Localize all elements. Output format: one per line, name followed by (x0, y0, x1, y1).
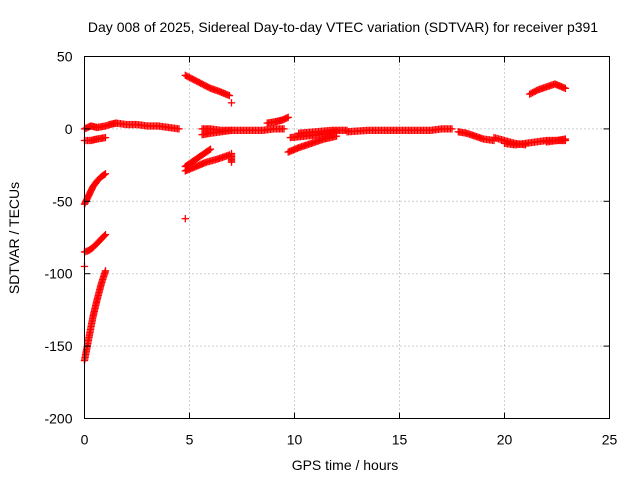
data-point (80, 336, 93, 365)
x-tick-label: 20 (497, 432, 513, 448)
series-s10 (181, 215, 189, 223)
y-tick-label: -200 (44, 411, 72, 427)
series-s05 (80, 119, 120, 133)
grid-layer (84, 56, 610, 419)
x-tick-label: 5 (186, 432, 194, 448)
data-point (93, 174, 104, 185)
data-point (364, 126, 392, 134)
data-point (101, 133, 110, 142)
data-point (284, 113, 292, 121)
data-point (93, 281, 105, 304)
data-point (190, 152, 205, 165)
data-point (213, 151, 232, 163)
data-point (311, 126, 335, 136)
data-point (385, 126, 413, 134)
data-point (259, 125, 276, 134)
plot-frame (84, 56, 610, 419)
series-s21 (454, 128, 498, 145)
series-s19 (295, 126, 351, 137)
data-point (227, 99, 236, 107)
x-tick-label: 15 (392, 432, 408, 448)
data-point (448, 125, 456, 133)
series-s01 (80, 267, 110, 365)
data-point (225, 91, 234, 100)
series-s16 (227, 149, 236, 166)
data-point (85, 315, 97, 343)
data-point (280, 125, 288, 133)
series-s03 (80, 230, 110, 256)
x-axis-label: GPS time / hours (292, 457, 399, 473)
data-point (181, 215, 189, 223)
data-point (511, 139, 528, 149)
data-point (227, 158, 236, 166)
data-point (181, 71, 196, 83)
data-point (164, 123, 182, 133)
data-point (133, 120, 150, 130)
chart-title: Day 008 of 2025, Sidereal Day-to-day VTE… (88, 19, 598, 35)
x-tick-label: 10 (287, 432, 303, 448)
x-tick-label: 0 (81, 432, 89, 448)
axis-ticks: 0 5 10 15 20 25 -200 -150 -100 -50 0 50 (44, 49, 617, 448)
data-point (542, 137, 560, 146)
data-point (101, 230, 110, 239)
series-s15 (227, 99, 236, 107)
data-point (561, 136, 570, 145)
data-point (175, 125, 183, 133)
data-point (206, 145, 215, 153)
series-s25 (542, 136, 570, 146)
data-point (192, 159, 209, 171)
data-point (93, 236, 104, 247)
data-point (295, 128, 318, 137)
series-s13 (198, 125, 236, 134)
data-point (463, 129, 478, 140)
series-s17 (284, 132, 341, 156)
data-point (227, 126, 236, 134)
data-point (490, 133, 507, 144)
series-s14 (263, 113, 292, 127)
data-point (437, 125, 455, 133)
series-s06 (112, 119, 183, 133)
y-tick-label: -50 (52, 193, 72, 209)
series-s24 (526, 80, 570, 98)
series-s09 (181, 145, 215, 171)
x-tick-label: 25 (602, 432, 618, 448)
y-tick-label: -150 (44, 338, 72, 354)
data-point (101, 170, 110, 178)
y-tick-label: -100 (44, 266, 72, 282)
data-point (198, 146, 213, 159)
data-point (427, 125, 444, 134)
data-point (89, 297, 101, 321)
series-s20 (343, 125, 456, 136)
data-point (561, 84, 570, 93)
y-axis-label: SDTVAR / TECUs (6, 182, 22, 294)
series-s07 (181, 71, 234, 100)
data-point (97, 268, 109, 288)
series-s02 (80, 170, 110, 208)
series-s08 (181, 151, 234, 175)
data-point (190, 76, 205, 87)
y-tick-label: 0 (65, 121, 73, 137)
data-points (80, 71, 570, 365)
series-s04 (80, 133, 110, 145)
data-point (93, 134, 108, 143)
y-tick-label: 50 (57, 49, 73, 65)
data-point (101, 267, 110, 275)
